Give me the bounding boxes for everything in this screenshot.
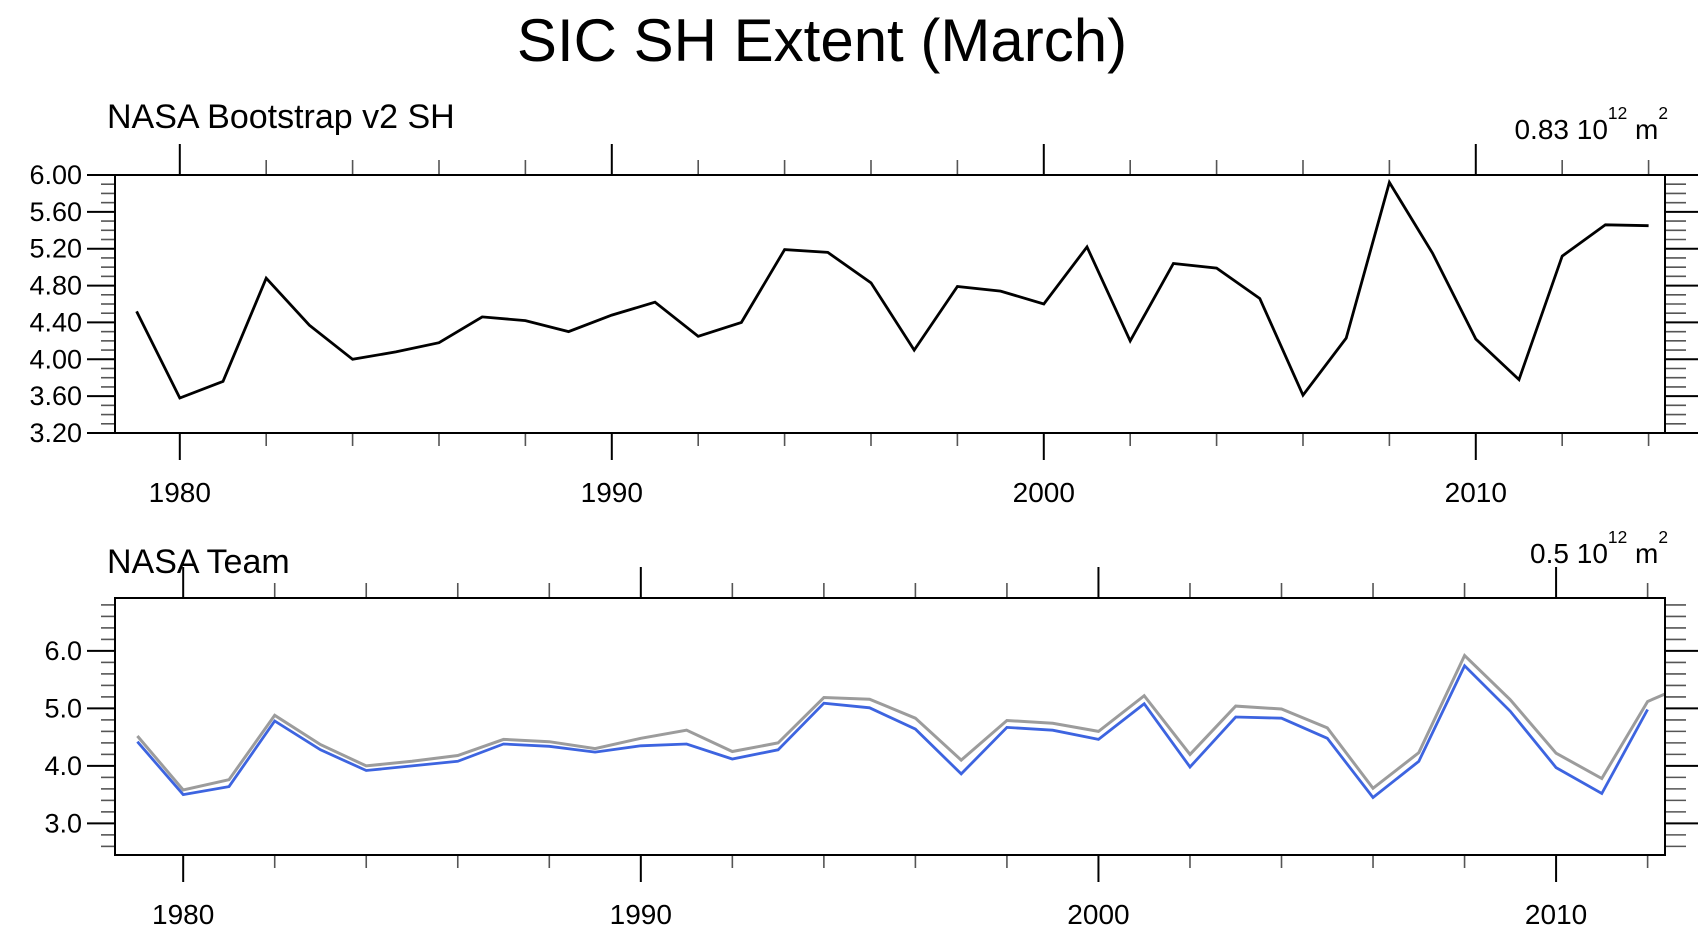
annotation-exponent: 12 xyxy=(1607,103,1628,124)
annotation-unit-exponent: 2 xyxy=(1658,103,1668,124)
y-tick-label: 3.20 xyxy=(29,418,82,448)
y-tick-label: 5.20 xyxy=(29,234,82,264)
x-tick-label: 2000 xyxy=(1013,477,1075,508)
series-line-bootstrap xyxy=(135,178,1649,400)
annotation-base: 10 xyxy=(1576,114,1608,145)
y-tick-label: 4.80 xyxy=(29,271,82,301)
annotation-unit: m xyxy=(1635,114,1659,145)
annotation-unit-exponent: 2 xyxy=(1658,527,1668,548)
y-tick-label: 5.60 xyxy=(29,197,82,227)
series-line-nasa-team xyxy=(136,663,1649,800)
panel2-annotation: 0.5 1012 m2 xyxy=(1530,528,1668,570)
annotation-unit: m xyxy=(1635,538,1659,569)
x-tick-label: 2010 xyxy=(1445,477,1507,508)
y-tick-label: 4.40 xyxy=(29,307,82,337)
panel1-annotation: 0.83 1012 m2 xyxy=(1514,104,1668,146)
y-tick-label: 4.0 xyxy=(44,751,82,781)
annotation-base: 10 xyxy=(1576,538,1608,569)
panel2-title: NASA Team xyxy=(107,543,290,581)
y-tick-label: 4.00 xyxy=(29,344,82,374)
plot-frame xyxy=(114,597,1666,856)
y-tick-label: 6.0 xyxy=(44,636,82,666)
panel1-title: NASA Bootstrap v2 SH xyxy=(107,98,455,136)
y-tick-label: 6.00 xyxy=(29,160,82,190)
plot-frame xyxy=(114,174,1666,434)
main-title: SIC SH Extent (March) xyxy=(516,7,1128,74)
x-tick-label: 1980 xyxy=(152,899,214,930)
x-tick-label: 1990 xyxy=(581,477,643,508)
y-tick-label: 3.0 xyxy=(44,808,82,838)
x-tick-label: 1990 xyxy=(610,899,672,930)
y-tick-label: 3.60 xyxy=(29,381,82,411)
x-tick-label: 2010 xyxy=(1525,899,1587,930)
annotation-value: 0.5 xyxy=(1530,538,1569,569)
annotation-exponent: 12 xyxy=(1607,527,1628,548)
annotation-value: 0.83 xyxy=(1514,114,1569,145)
series-line-bootstrap xyxy=(136,652,1665,792)
x-tick-label: 1980 xyxy=(149,477,211,508)
y-tick-label: 5.0 xyxy=(44,693,82,723)
x-tick-label: 2000 xyxy=(1067,899,1129,930)
